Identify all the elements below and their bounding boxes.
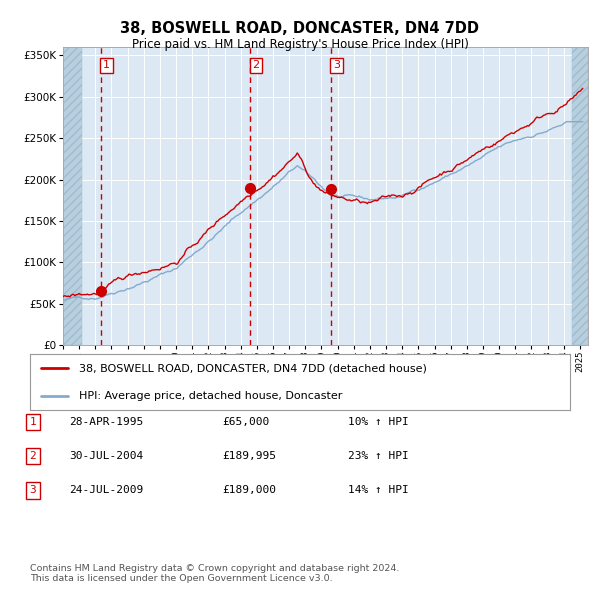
Text: HPI: Average price, detached house, Doncaster: HPI: Average price, detached house, Donc… — [79, 391, 342, 401]
Text: 10% ↑ HPI: 10% ↑ HPI — [348, 417, 409, 427]
Bar — [572, 47, 588, 345]
Text: 24-JUL-2009: 24-JUL-2009 — [69, 486, 143, 495]
Text: Price paid vs. HM Land Registry's House Price Index (HPI): Price paid vs. HM Land Registry's House … — [131, 38, 469, 51]
Text: 23% ↑ HPI: 23% ↑ HPI — [348, 451, 409, 461]
Text: 1: 1 — [29, 417, 37, 427]
Text: 2: 2 — [29, 451, 37, 461]
Text: £189,995: £189,995 — [222, 451, 276, 461]
Text: £189,000: £189,000 — [222, 486, 276, 495]
Text: 2: 2 — [253, 60, 260, 70]
Text: 3: 3 — [29, 486, 37, 495]
Text: £65,000: £65,000 — [222, 417, 269, 427]
Text: 38, BOSWELL ROAD, DONCASTER, DN4 7DD: 38, BOSWELL ROAD, DONCASTER, DN4 7DD — [121, 21, 479, 35]
Text: 28-APR-1995: 28-APR-1995 — [69, 417, 143, 427]
Bar — [63, 47, 82, 345]
Text: Contains HM Land Registry data © Crown copyright and database right 2024.
This d: Contains HM Land Registry data © Crown c… — [30, 563, 400, 583]
Bar — [572, 47, 588, 345]
Text: 3: 3 — [333, 60, 340, 70]
Text: 38, BOSWELL ROAD, DONCASTER, DN4 7DD (detached house): 38, BOSWELL ROAD, DONCASTER, DN4 7DD (de… — [79, 363, 427, 373]
Text: 30-JUL-2004: 30-JUL-2004 — [69, 451, 143, 461]
Text: 1: 1 — [103, 60, 110, 70]
Text: 14% ↑ HPI: 14% ↑ HPI — [348, 486, 409, 495]
Bar — [63, 47, 82, 345]
